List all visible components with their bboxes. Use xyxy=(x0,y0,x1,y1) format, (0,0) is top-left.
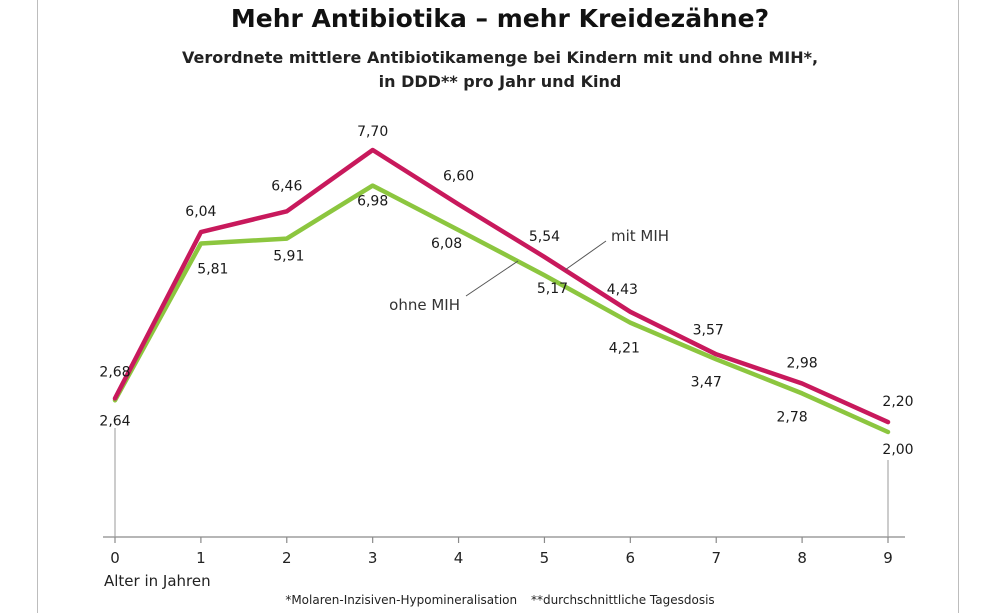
footnotes: *Molaren-Inzisiven-Hypomineralisation **… xyxy=(0,593,1000,607)
x-tick-label-7: 7 xyxy=(711,549,721,567)
drop-lines xyxy=(114,428,889,537)
x-tick-label-5: 5 xyxy=(540,549,550,567)
data-label-mit-x5: 5,54 xyxy=(529,229,560,245)
data-label-mit-x7: 3,57 xyxy=(693,322,724,338)
data-label-mit-x9: 2,20 xyxy=(882,394,913,410)
series-label-mit-mih: mit MIH xyxy=(611,227,669,245)
leader-line-mit-mih xyxy=(564,240,607,271)
data-label-mit-x3: 7,70 xyxy=(357,124,388,140)
data-label-ohne-x4: 6,08 xyxy=(431,236,462,252)
series-line-mit-mih xyxy=(112,147,891,425)
series-lines xyxy=(112,147,891,435)
series-line-ohne-mih xyxy=(112,183,891,435)
frame-right-border xyxy=(958,0,959,613)
leader-line-ohne-mih xyxy=(465,260,519,297)
x-tick-label-8: 8 xyxy=(797,549,807,567)
x-tick-label-9: 9 xyxy=(883,549,893,567)
x-axis-label: Alter in Jahren xyxy=(104,572,211,590)
data-label-mit-x4: 6,60 xyxy=(443,168,474,184)
data-label-mit-x6: 4,43 xyxy=(607,282,638,298)
data-label-ohne-x7: 3,47 xyxy=(691,374,722,390)
x-tick-label-4: 4 xyxy=(454,549,464,567)
chart-subtitle-line-2: in DDD** pro Jahr und Kind xyxy=(378,72,622,91)
series-label-ohne-mih: ohne MIH xyxy=(389,296,460,314)
data-label-ohne-x0: 2,64 xyxy=(99,413,130,429)
x-axis: 0 1 2 3 4 5 6 7 8 9 xyxy=(103,536,905,567)
x-tick-label-6: 6 xyxy=(626,549,636,567)
data-label-ohne-x8: 2,78 xyxy=(777,409,808,425)
data-label-ohne-x9: 2,00 xyxy=(882,442,913,458)
data-label-mit-x2: 6,46 xyxy=(271,178,302,194)
series-annotations: mit MIH ohne MIH xyxy=(389,227,669,314)
x-tick-label-2: 2 xyxy=(282,549,292,567)
chart-subtitle: Verordnete mittlere Antibiotikamenge bei… xyxy=(0,46,1000,94)
data-labels: 2,68 6,04 6,46 7,70 6,60 5,54 4,43 3,57 2,98 2,20… xyxy=(99,124,913,458)
data-label-ohne-x5: 5,17 xyxy=(537,281,568,297)
data-label-mit-x0: 2,68 xyxy=(99,364,130,380)
data-label-ohne-x2: 5,91 xyxy=(273,249,304,265)
data-label-mit-x1: 6,04 xyxy=(185,204,216,220)
x-tick-label-3: 3 xyxy=(368,549,378,567)
chart-title: Mehr Antibiotika – mehr Kreidezähne? xyxy=(230,4,770,33)
data-label-ohne-x6: 4,21 xyxy=(609,341,640,357)
footnote-ddd: **durchschnittliche Tagesdosis xyxy=(530,593,715,607)
data-label-ohne-x3: 6,98 xyxy=(357,194,388,210)
footnote-mih: *Molaren-Inzisiven-Hypomineralisation xyxy=(285,593,518,607)
x-tick-label-0: 0 xyxy=(110,549,120,567)
data-label-mit-x8: 2,98 xyxy=(787,356,818,372)
data-label-ohne-x1: 5,81 xyxy=(197,262,228,278)
x-tick-label-1: 1 xyxy=(196,549,206,567)
frame-left-border xyxy=(37,0,38,613)
chart-subtitle-line-1: Verordnete mittlere Antibiotikamenge bei… xyxy=(181,48,819,67)
